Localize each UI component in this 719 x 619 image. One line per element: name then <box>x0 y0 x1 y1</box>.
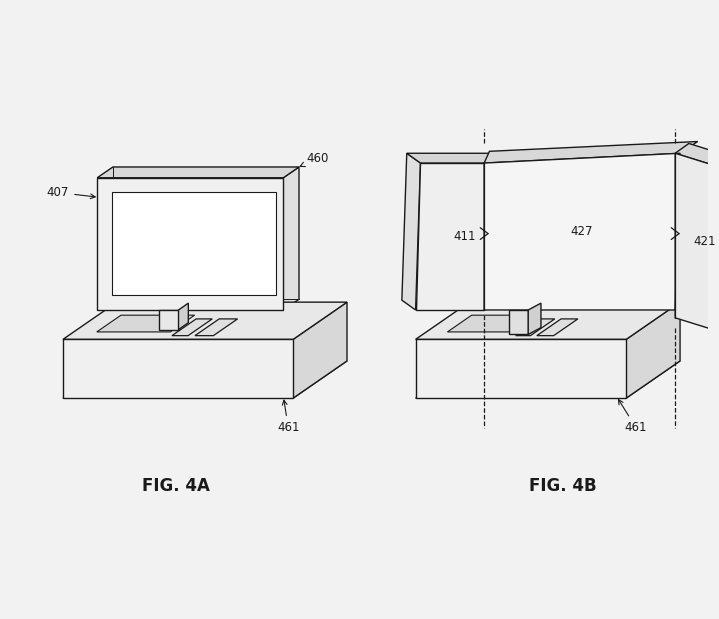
Polygon shape <box>416 163 484 310</box>
Polygon shape <box>178 303 188 329</box>
Polygon shape <box>447 315 539 332</box>
Polygon shape <box>516 319 555 335</box>
Polygon shape <box>484 142 697 163</box>
Polygon shape <box>484 154 680 310</box>
Polygon shape <box>63 361 347 398</box>
Polygon shape <box>283 167 299 310</box>
Polygon shape <box>416 361 680 398</box>
Text: FIG. 4A: FIG. 4A <box>142 477 209 495</box>
Polygon shape <box>675 154 719 332</box>
Text: 461: 461 <box>618 400 647 434</box>
Text: 460: 460 <box>300 152 329 167</box>
Text: 427: 427 <box>571 225 593 238</box>
Polygon shape <box>159 310 178 329</box>
Text: 407: 407 <box>47 186 95 199</box>
Text: 421: 421 <box>693 235 716 248</box>
Polygon shape <box>293 302 347 398</box>
Polygon shape <box>416 302 680 339</box>
Text: 461: 461 <box>277 400 300 434</box>
Polygon shape <box>112 193 276 295</box>
Polygon shape <box>675 144 719 168</box>
Polygon shape <box>416 339 626 398</box>
Polygon shape <box>508 310 528 334</box>
Polygon shape <box>407 154 498 163</box>
Polygon shape <box>537 319 578 335</box>
Polygon shape <box>97 315 195 332</box>
Polygon shape <box>63 302 347 339</box>
Polygon shape <box>626 302 680 398</box>
Polygon shape <box>97 178 283 310</box>
Polygon shape <box>172 319 212 335</box>
Text: 411: 411 <box>453 230 476 243</box>
Polygon shape <box>195 319 237 335</box>
Polygon shape <box>63 339 293 398</box>
Polygon shape <box>402 154 421 310</box>
Text: FIG. 4B: FIG. 4B <box>528 477 596 495</box>
Polygon shape <box>528 303 541 334</box>
Polygon shape <box>97 167 299 178</box>
